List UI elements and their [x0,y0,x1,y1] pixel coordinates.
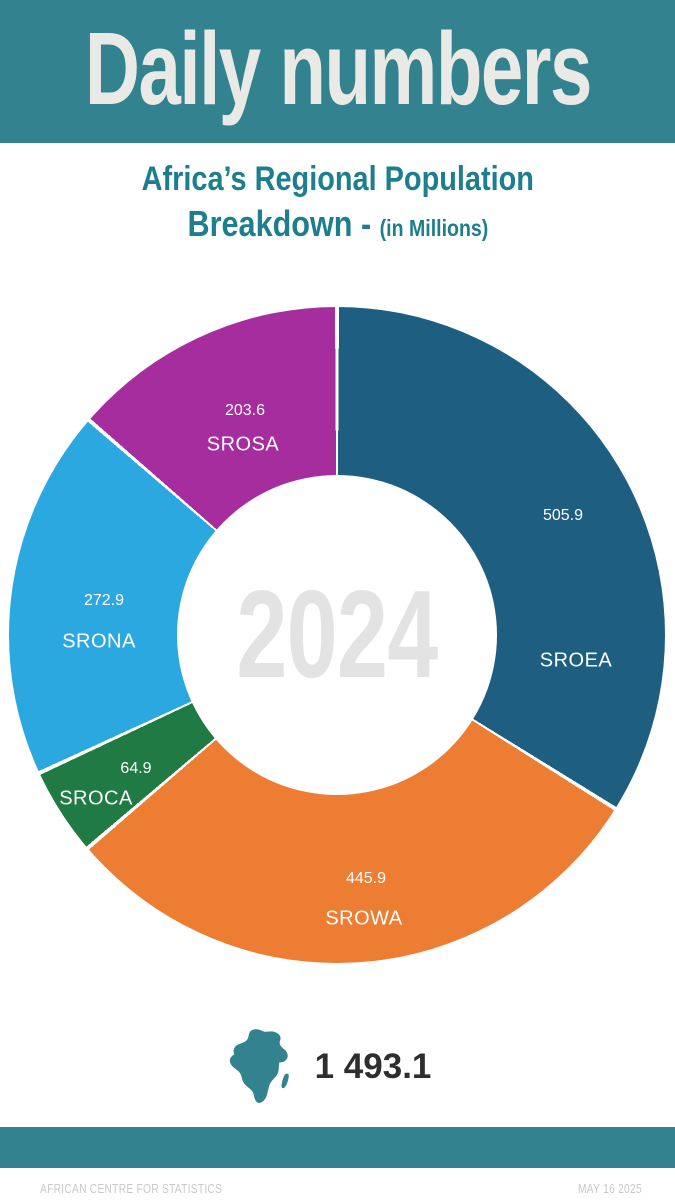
segment-label-sroea-value: 505.9 [542,507,584,524]
segment-label-sroea-name: SROEA [539,649,613,672]
segment-label-sroca-value: 64.9 [120,760,152,777]
center-year-label: 2024 [236,566,438,704]
segment-label-srosa-name: SROSA [206,433,280,456]
total-population-value: 1 493.1 [314,1047,432,1086]
segment-label-srona-value: 272.9 [83,592,125,609]
subtitle-line2-main: Breakdown - [187,203,380,245]
segment-label-srowa-name: SROWA [325,907,403,930]
bottom-band [0,1127,675,1168]
subtitle-line1: Africa’s Regional Population [141,160,534,198]
donut-chart: 2024 [9,307,665,963]
chart-subtitle: Africa’s Regional Population Breakdown -… [0,160,675,245]
segment-label-srosa-value: 203.6 [224,402,266,419]
subtitle-line2: Breakdown - (in Millions) [0,203,675,245]
africa-icon [229,1029,289,1103]
donut-center: 2024 [177,475,497,795]
page-title: Daily numbers [84,11,592,126]
footer-source: AFRICAN CENTRE FOR STATISTICS [40,1182,223,1196]
segment-label-srowa-value: 445.9 [345,870,387,887]
segment-label-srona-name: SRONA [62,630,136,653]
segment-label-sroca-name: SROCA [59,787,133,810]
footer-date: MAY 16 2025 [578,1182,642,1196]
header-band: Daily numbers [0,0,675,143]
subtitle-line2-sub: (in Millions) [379,215,488,242]
